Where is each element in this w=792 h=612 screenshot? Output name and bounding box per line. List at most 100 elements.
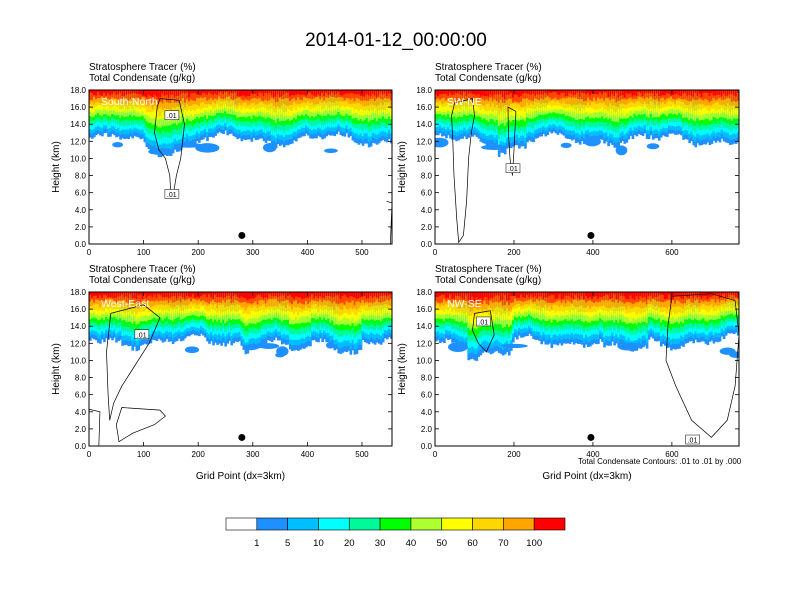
x-tick-label: 400 [586,248,600,257]
tracer-cell [514,90,517,95]
tracer-cell [505,90,509,101]
tracer-cell [493,90,497,95]
tracer-cell [208,292,211,295]
tracer-cell [248,292,252,300]
tracer-cell [463,90,466,100]
tracer-cell [293,90,296,96]
tracer-cell [266,90,270,95]
tracer-cell [111,90,114,95]
tracer-cell [528,90,531,100]
tracer-cell [371,90,375,94]
tracer-patch [148,148,175,156]
tracer-cell [216,292,219,303]
tracer-cell [181,90,185,99]
tracer-cell [171,292,175,297]
tracer-cell [173,90,177,98]
tracer-cell [323,90,326,97]
tracer-cell [89,90,92,93]
tracer-cell [204,292,207,302]
tracer-cell [377,90,381,96]
y-tick-label: 14.0 [70,120,86,129]
tracer-cell [214,292,217,303]
tracer-cell [317,292,320,299]
tracer-cell [228,90,231,95]
tracer-cell [226,90,229,97]
tracer-cell [280,90,284,97]
tracer-cell [232,90,236,94]
tracer-cell [163,292,167,298]
tracer-cell [129,90,133,100]
tracer-cell [343,90,347,101]
tracer-cell [185,90,189,93]
tracer-cell [339,90,343,96]
tracer-cell [159,292,163,296]
tracer-cell [363,292,367,303]
tracer-cell [329,292,332,302]
tracer-cell [706,90,710,93]
tracer-cell [157,292,161,295]
tracer-cell [242,90,246,96]
tracer-cell [682,90,685,94]
tracer-cell [258,292,262,301]
tracer-cell [315,292,318,297]
tracer-cell [280,292,284,296]
tracer-cell [220,90,223,93]
tracer-cell [625,90,629,100]
tracer-cell [505,90,509,95]
tracer-cell [234,90,238,93]
tracer-cell [107,90,110,99]
tracer-cell [550,90,554,93]
tracer-cell [145,292,149,298]
tracer-cell [264,90,268,100]
tracer-cell [335,292,339,296]
y-tick-label: 4.0 [75,206,87,215]
tracer-cell [226,90,229,93]
tracer-cell [139,292,143,304]
tracer-cell [260,292,264,297]
tracer-cell [250,90,254,99]
tracer-cell [173,292,177,297]
tracer-cell [222,90,225,95]
tracer-cell [692,90,696,97]
tracer-cell [252,292,256,299]
tracer-cell [103,292,106,301]
tracer-cell [345,292,349,297]
panel-3-title-line2: Total Condensate (g/kg) [89,275,196,286]
tracer-cell [625,90,629,94]
tracer-cell [295,90,298,95]
tracer-cell [337,292,341,305]
tracer-cell [258,90,262,93]
contour-label: .01 [167,192,177,199]
tracer-cell [222,90,225,100]
tracer-cell [353,90,357,102]
tracer-cell [192,292,195,295]
tracer-cell [99,292,102,301]
tracer-cell [499,90,503,95]
tracer-cell [451,90,454,95]
tracer-cell [584,90,588,95]
tracer-cell [111,292,114,298]
tracer-cell [131,292,135,298]
tracer-cell [183,90,187,103]
tracer-cell [532,90,535,102]
tracer-cell [301,292,304,299]
tracer-cell [204,90,207,94]
tracer-cell [335,90,339,98]
tracer-cell [256,292,260,296]
tracer-cell [159,292,163,301]
tracer-cell [365,90,369,101]
tracer-cell [135,292,139,300]
tracer-cell [297,90,300,105]
tracer-patch [615,145,628,156]
tracer-cell [655,90,659,99]
tracer-cell [242,292,246,298]
tracer-cell [522,90,525,108]
tracer-cell [286,90,290,93]
tracer-cell [536,90,539,95]
tracer-cell [449,90,452,99]
tracer-cell [236,90,240,96]
tracer-cell [278,90,282,108]
tracer-cell [698,90,702,94]
tracer-cell [179,90,183,95]
contour-label: .01 [508,166,518,173]
